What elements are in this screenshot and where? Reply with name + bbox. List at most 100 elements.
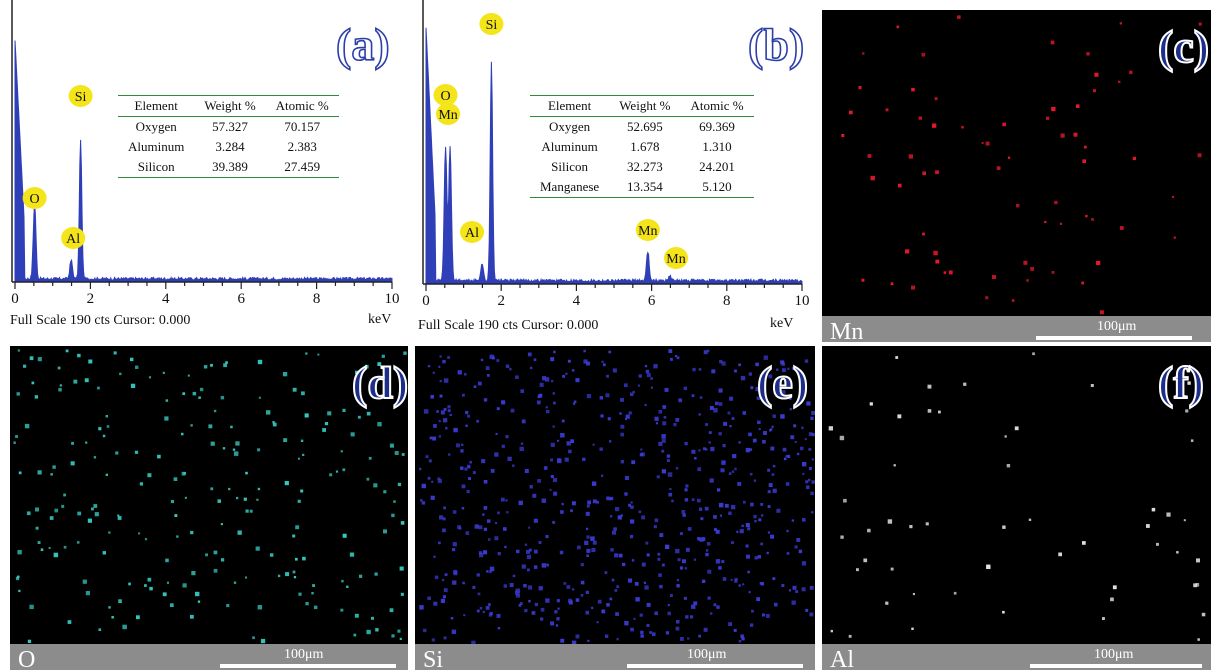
map-signal-dot xyxy=(587,394,591,398)
map-signal-dot xyxy=(753,439,757,443)
map-signal-dot xyxy=(539,586,543,590)
map-scale-bar-d: O 100μm xyxy=(10,644,408,670)
scale-label-e: 100μm xyxy=(687,647,726,663)
map-signal-dot xyxy=(135,451,138,454)
map-signal-dot xyxy=(431,496,435,500)
map-signal-dot xyxy=(616,585,619,588)
map-signal-dot xyxy=(1091,384,1094,387)
map-signal-dot xyxy=(556,624,558,626)
map-signal-dot xyxy=(640,449,642,451)
map-signal-dot xyxy=(448,409,451,412)
map-signal-dot xyxy=(585,611,589,615)
map-signal-dot xyxy=(926,522,929,525)
map-signal-dot xyxy=(581,594,584,597)
map-signal-dot xyxy=(94,456,96,458)
map-signal-dot xyxy=(685,488,688,491)
map-signal-dot xyxy=(746,555,750,559)
map-signal-dot xyxy=(383,529,387,533)
map-signal-dot xyxy=(15,435,18,438)
map-signal-dot xyxy=(750,473,753,476)
map-signal-dot xyxy=(256,499,258,501)
map-signal-dot xyxy=(666,631,669,634)
map-signal-dot xyxy=(1196,583,1200,587)
map-signal-dot xyxy=(502,445,505,448)
map-signal-dot xyxy=(685,615,688,618)
map-signal-dot xyxy=(736,531,738,533)
map-signal-dot xyxy=(797,453,799,455)
map-signal-dot xyxy=(613,527,617,531)
map-signal-dot xyxy=(498,627,500,629)
map-signal-dot xyxy=(769,483,773,487)
map-signal-dot xyxy=(885,602,888,605)
map-signal-dot xyxy=(786,530,788,532)
map-signal-dot xyxy=(451,617,454,620)
map-signal-dot xyxy=(1100,310,1104,314)
map-signal-dot xyxy=(670,594,673,597)
map-signal-dot xyxy=(739,584,741,586)
map-signal-dot xyxy=(513,575,516,578)
table-cell: 32.273 xyxy=(609,157,680,177)
map-signal-dot xyxy=(707,350,710,353)
map-signal-dot xyxy=(671,500,674,503)
map-signal-dot xyxy=(747,571,750,574)
panel-label-f: (f) xyxy=(1158,360,1204,406)
map-signal-dot xyxy=(1076,104,1080,108)
map-signal-dot xyxy=(1120,226,1124,230)
map-signal-dot xyxy=(699,537,703,541)
map-signal-dot xyxy=(467,490,470,493)
map-signal-dot xyxy=(1002,526,1005,529)
map-signal-dot xyxy=(298,458,300,460)
map-signal-dot xyxy=(705,507,709,511)
map-signal-dot xyxy=(444,408,447,411)
map-signal-dot xyxy=(73,380,77,384)
map-signal-dot xyxy=(734,629,737,632)
map-signal-dot xyxy=(586,512,590,516)
panel-label-e: (e) xyxy=(757,360,808,406)
map-signal-dot xyxy=(542,563,546,567)
map-signal-dot xyxy=(481,359,483,361)
map-signal-dot xyxy=(355,614,359,618)
map-signal-dot xyxy=(503,527,507,531)
map-signal-dot xyxy=(198,396,201,399)
map-signal-dot xyxy=(519,501,523,505)
x-axis-unit-b: keV xyxy=(770,316,793,332)
map-signal-dot xyxy=(346,586,348,588)
map-signal-dot xyxy=(433,372,435,374)
map-signal-dot xyxy=(391,634,394,637)
map-signal-dot xyxy=(795,545,798,548)
map-signal-dot xyxy=(750,623,753,626)
map-signal-dot xyxy=(433,556,435,558)
map-signal-dot xyxy=(591,548,595,552)
map-signal-dot xyxy=(710,612,712,614)
map-signal-dot xyxy=(567,585,571,589)
map-signal-dot xyxy=(985,296,988,299)
peak-label: O xyxy=(440,89,450,104)
map-signal-dot xyxy=(1172,196,1174,198)
table-header-a-0: Element xyxy=(118,96,194,117)
map-signal-dot xyxy=(605,571,608,574)
map-signal-dot xyxy=(655,417,659,421)
map-signal-dot xyxy=(1191,439,1194,442)
map-signal-dot xyxy=(515,375,519,379)
map-signal-dot xyxy=(982,142,984,144)
map-signal-dot xyxy=(484,398,487,401)
table-header-a-2: Atomic % xyxy=(266,96,339,117)
map-signal-dot xyxy=(812,458,814,460)
map-signal-dot xyxy=(662,405,666,409)
x-axis-unit-a: keV xyxy=(368,312,391,328)
map-signal-dot xyxy=(802,462,806,466)
map-signal-dot xyxy=(699,413,701,415)
map-signal-dot xyxy=(534,565,538,569)
map-signal-dot xyxy=(639,374,642,377)
table-cell: Oxygen xyxy=(118,117,194,138)
map-signal-dot xyxy=(961,126,964,129)
map-signal-dot xyxy=(484,528,487,531)
map-signal-dot xyxy=(697,537,699,539)
map-signal-dot xyxy=(621,460,624,463)
map-signal-dot xyxy=(719,503,724,508)
map-signal-dot xyxy=(935,170,939,174)
map-signal-dot xyxy=(601,610,605,614)
map-signal-dot xyxy=(805,480,808,483)
map-signal-dot xyxy=(466,531,470,535)
map-signal-dot xyxy=(741,637,744,640)
